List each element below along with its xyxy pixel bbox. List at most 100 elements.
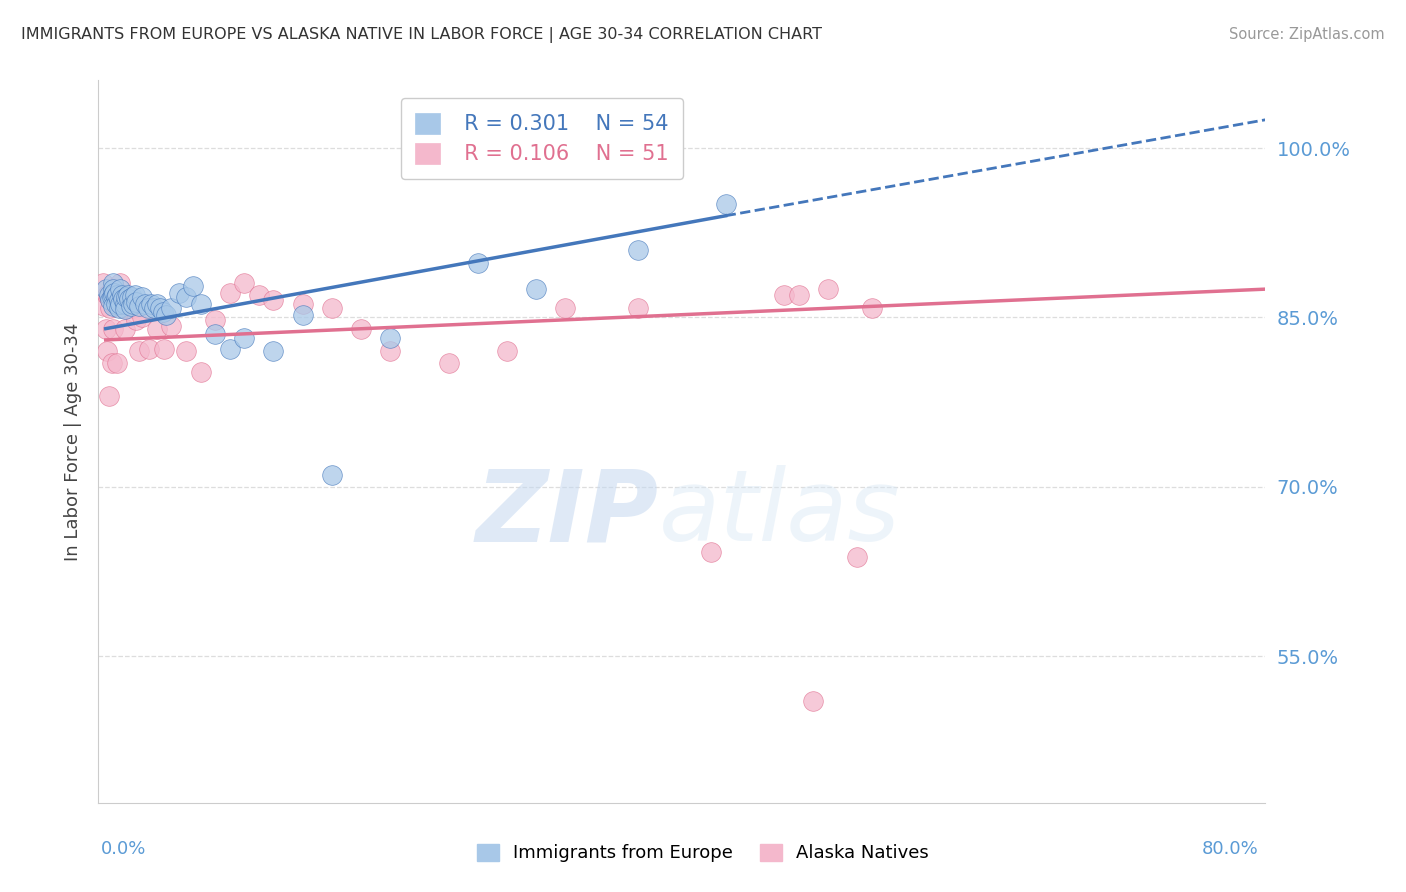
Point	[139, 297, 162, 311]
Point	[134, 297, 156, 311]
Point	[114, 302, 136, 317]
Point	[138, 342, 160, 356]
Point	[152, 304, 174, 318]
Point	[627, 243, 650, 257]
Point	[114, 321, 136, 335]
Point	[120, 297, 142, 311]
Point	[108, 301, 131, 316]
Text: IMMIGRANTS FROM EUROPE VS ALASKA NATIVE IN LABOR FORCE | AGE 30-34 CORRELATION C: IMMIGRANTS FROM EUROPE VS ALASKA NATIVE …	[21, 27, 823, 43]
Point	[100, 355, 122, 369]
Point	[380, 344, 402, 359]
Point	[120, 299, 142, 313]
Point	[321, 468, 343, 483]
Point	[437, 355, 460, 369]
Text: 80.0%: 80.0%	[1202, 840, 1258, 858]
Point	[149, 301, 172, 316]
Point	[122, 301, 145, 316]
Point	[131, 290, 153, 304]
Point	[98, 293, 121, 308]
Point	[104, 290, 127, 304]
Point	[96, 287, 118, 301]
Point	[115, 290, 138, 304]
Point	[136, 301, 159, 316]
Point	[247, 287, 270, 301]
Point	[787, 287, 810, 301]
Point	[101, 287, 124, 301]
Point	[105, 355, 128, 369]
Point	[128, 344, 150, 359]
Text: ZIP: ZIP	[475, 466, 658, 562]
Point	[155, 308, 177, 322]
Point	[204, 327, 226, 342]
Point	[101, 321, 124, 335]
Point	[94, 282, 117, 296]
Point	[350, 321, 373, 335]
Point	[111, 287, 134, 301]
Text: Source: ZipAtlas.com: Source: ZipAtlas.com	[1229, 27, 1385, 42]
Point	[204, 312, 226, 326]
Point	[122, 297, 145, 311]
Point	[108, 293, 131, 308]
Point	[627, 301, 650, 316]
Point	[380, 331, 402, 345]
Point	[97, 290, 120, 304]
Point	[321, 301, 343, 316]
Point	[218, 285, 240, 300]
Text: atlas: atlas	[658, 466, 900, 562]
Point	[146, 297, 169, 311]
Point	[125, 294, 148, 309]
Point	[103, 297, 125, 311]
Point	[97, 287, 120, 301]
Point	[131, 310, 153, 325]
Point	[291, 297, 314, 311]
Point	[112, 293, 135, 307]
Point	[117, 287, 139, 301]
Point	[96, 344, 118, 359]
Point	[167, 285, 190, 300]
Point	[174, 290, 197, 304]
Point	[121, 290, 143, 304]
Point	[160, 319, 183, 334]
Point	[93, 299, 115, 313]
Y-axis label: In Labor Force | Age 30-34: In Labor Force | Age 30-34	[63, 322, 82, 561]
Point	[160, 301, 183, 316]
Point	[181, 278, 204, 293]
Point	[111, 297, 134, 311]
Legend:   R = 0.301    N = 54,   R = 0.106    N = 51: R = 0.301 N = 54, R = 0.106 N = 51	[401, 98, 683, 178]
Point	[110, 277, 132, 291]
Text: 0.0%: 0.0%	[101, 840, 146, 858]
Point	[233, 277, 256, 291]
Point	[817, 282, 839, 296]
Point	[118, 293, 141, 307]
Point	[97, 389, 120, 403]
Point	[104, 297, 127, 311]
Point	[467, 256, 489, 270]
Point	[190, 365, 212, 379]
Point	[124, 287, 146, 301]
Point	[110, 282, 132, 296]
Point	[773, 287, 796, 301]
Point	[262, 293, 284, 308]
Legend: Immigrants from Europe, Alaska Natives: Immigrants from Europe, Alaska Natives	[470, 837, 936, 870]
Point	[117, 301, 139, 316]
Point	[114, 297, 136, 311]
Point	[262, 344, 284, 359]
Point	[103, 285, 125, 300]
Point	[174, 344, 197, 359]
Point	[860, 301, 883, 316]
Point	[91, 277, 114, 291]
Point	[101, 282, 124, 296]
Point	[105, 287, 128, 301]
Point	[153, 342, 176, 356]
Point	[101, 277, 124, 291]
Point	[110, 297, 132, 311]
Point	[101, 282, 124, 296]
Point	[714, 197, 737, 211]
Point	[100, 290, 122, 304]
Point	[846, 549, 869, 564]
Point	[218, 342, 240, 356]
Point	[496, 344, 519, 359]
Point	[146, 321, 169, 335]
Point	[142, 301, 165, 316]
Point	[233, 331, 256, 345]
